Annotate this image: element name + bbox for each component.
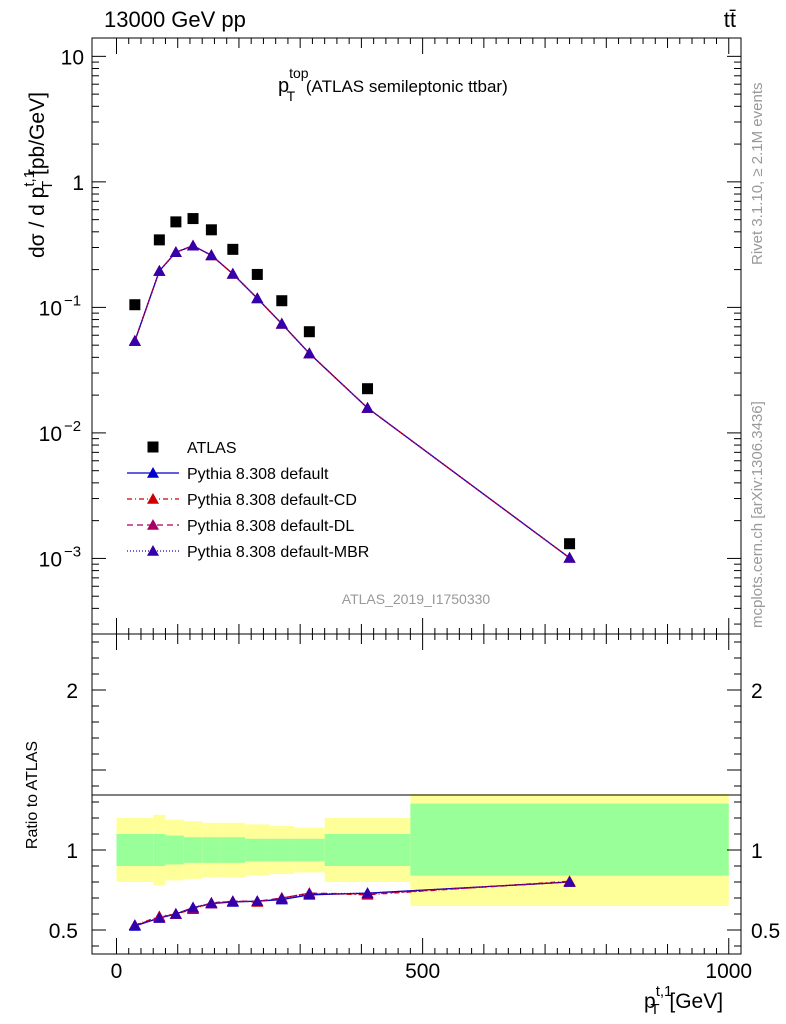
series-line-dl [134,244,570,559]
analysis-id-label: ATLAS_2019_I1750330 [342,591,491,607]
process-label: tt̄ [724,7,736,32]
x-tick-label: 0 [111,960,123,983]
ratio-point-mbr [251,895,264,906]
legend-marker-mbr [147,545,159,556]
atlas-data-point [205,224,217,236]
ratio-band-inner [202,837,221,863]
ratio-point-mbr [563,876,576,887]
legend-marker-atlas [147,441,159,453]
rivet-version-label: Rivet 3.1.10, ≥ 2.1M events [749,83,766,266]
ratio-point-mbr [153,912,166,923]
atlas-data-point [251,268,263,280]
main-y-axis-label: dσ / d pt,1T [pb/GeV] [21,92,56,258]
ratio-point-mbr [361,887,374,898]
ratio-uncertainty-bands [116,794,729,906]
ratio-band-inner [153,834,166,866]
series-point-mbr [226,267,239,279]
ratio-band-inner [269,838,295,862]
ratio-point-mbr [275,892,288,904]
ratio-point-mbr [169,908,182,919]
ratio-band-inner [116,834,154,866]
main-y-tick-exponent: −2 [64,418,81,435]
atlas-data-point [170,216,182,228]
main-y-tick-exponent: −1 [64,292,81,309]
series-point-mbr [205,249,218,261]
ratio-point-mbr [226,895,239,907]
ratio-band-inner [294,838,325,862]
ratio-band-inner [245,838,270,862]
main-y-tick-label: 10 [39,297,62,320]
ratio-band-inner [165,835,184,865]
ratio-band-inner [410,803,729,876]
x-tick-label: 500 [405,960,440,983]
main-y-tick-label: 10 [39,548,62,571]
legend-label: Pythia 8.308 default [187,466,329,483]
ratio-point-mbr [205,897,218,908]
beam-energy-label: 13000 GeV pp [104,7,246,32]
atlas-data-point [564,538,576,550]
ratio-y-tick-label: 1 [66,840,78,863]
series-point-mbr [169,246,182,258]
mcplots-label: mcplots.cern.ch [arXiv:1306.3436] [749,401,766,628]
main-y-tick-label: 10 [39,423,62,446]
legend-marker-default [147,467,159,478]
ratio-plot-area [128,875,576,931]
ratio-y-axis-label: Ratio to ATLAS [24,741,41,849]
x-tick-label: 1000 [705,960,752,983]
series-line-default [134,244,570,559]
series-point-mbr [128,334,141,346]
ratio-point-mbr [303,888,316,899]
ratio-band-inner [324,834,411,866]
legend-label: Pythia 8.308 default-DL [187,518,354,535]
ratio-axes: 0.5 0.5 1 1 2 2 0 500 1000 [49,634,780,983]
main-plot-area [128,213,576,563]
main-y-tick-exponent: −3 [64,543,81,560]
atlas-data-point [187,213,199,225]
atlas-data-point [362,383,374,395]
ratio-plot-frame [91,633,742,955]
legend: ATLAS Pythia 8.308 default Pythia 8.308 de… [127,440,369,561]
legend-marker-cd [147,493,159,504]
atlas-data-point [227,243,239,255]
main-y-tick-label: 1 [72,172,84,195]
ratio-y-tick-label-right: 2 [751,680,763,703]
ratio-band-inner [183,837,203,863]
main-y-tick-label: 10 [61,46,84,69]
legend-label: Pythia 8.308 default-MBR [187,544,369,561]
series-line-cd [134,244,570,559]
ratio-point-mbr [128,919,141,930]
atlas-data-point [303,326,315,338]
series-point-mbr [187,239,200,251]
ratio-y-tick-label-right: 0.5 [751,920,780,943]
series-point-mbr [563,551,576,563]
legend-label: Pythia 8.308 default-CD [187,492,357,509]
series-line-mbr [134,244,570,559]
series-point-mbr [275,317,288,329]
ratio-y-tick-label: 2 [66,680,78,703]
plot-title: ptop T (ATLAS semileptonic ttbar) [278,65,508,104]
ratio-y-tick-label-right: 1 [751,840,763,863]
series-point-mbr [361,401,374,413]
series-point-mbr [251,292,264,304]
ratio-line-mbr [134,881,570,926]
legend-label: ATLAS [187,440,237,457]
ratio-point-mbr [187,901,200,913]
ratio-y-tick-label: 0.5 [49,920,78,943]
atlas-data-point [153,234,165,246]
series-point-mbr [303,347,316,359]
legend-marker-dl [147,519,159,530]
series-point-mbr [153,264,166,276]
atlas-data-point [129,299,141,311]
x-axis-label: pt,1 T [GeV] [644,983,723,1018]
ratio-band-inner [220,837,246,863]
atlas-data-point [276,295,288,307]
